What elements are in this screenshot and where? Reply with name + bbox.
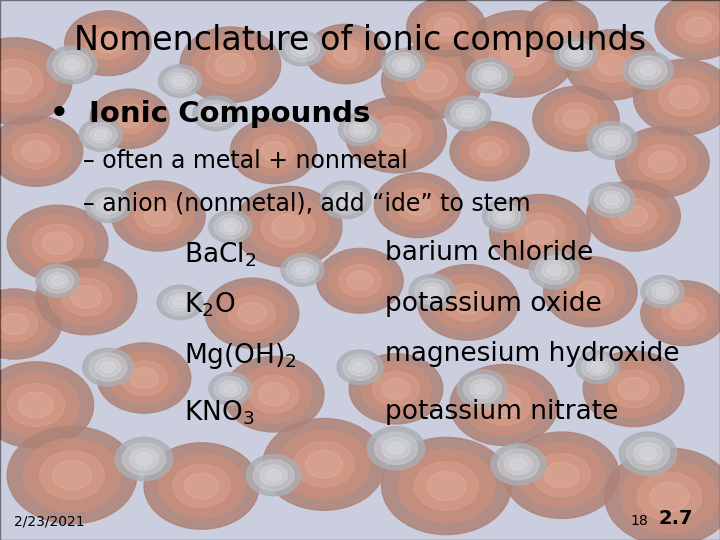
Circle shape	[101, 362, 115, 373]
Circle shape	[659, 78, 709, 116]
Circle shape	[83, 348, 133, 386]
Circle shape	[467, 58, 513, 93]
Circle shape	[42, 269, 74, 293]
Circle shape	[453, 291, 483, 314]
Circle shape	[426, 12, 467, 42]
Circle shape	[544, 256, 637, 327]
Circle shape	[130, 367, 158, 389]
Circle shape	[144, 443, 259, 529]
Circle shape	[482, 200, 526, 232]
Circle shape	[0, 68, 32, 94]
Circle shape	[344, 118, 376, 141]
Text: KNO$_3$: KNO$_3$	[184, 399, 254, 427]
Circle shape	[361, 362, 431, 415]
Circle shape	[656, 287, 669, 296]
Circle shape	[327, 186, 364, 214]
Circle shape	[373, 372, 419, 406]
Circle shape	[461, 108, 475, 119]
Circle shape	[346, 97, 446, 173]
Circle shape	[100, 97, 159, 141]
Circle shape	[382, 437, 410, 459]
Circle shape	[464, 375, 544, 435]
Circle shape	[570, 49, 582, 59]
Circle shape	[526, 0, 598, 54]
Circle shape	[599, 131, 625, 150]
Circle shape	[374, 432, 418, 464]
Circle shape	[287, 258, 318, 282]
Circle shape	[529, 251, 580, 289]
Circle shape	[0, 116, 83, 186]
Circle shape	[427, 471, 466, 501]
Circle shape	[248, 375, 299, 413]
Circle shape	[587, 122, 637, 159]
Circle shape	[101, 200, 115, 211]
Circle shape	[576, 351, 619, 383]
Circle shape	[600, 191, 624, 208]
Circle shape	[90, 127, 112, 143]
Circle shape	[333, 190, 359, 209]
Circle shape	[381, 124, 411, 146]
Circle shape	[397, 60, 410, 70]
Circle shape	[121, 361, 167, 395]
Circle shape	[118, 110, 142, 128]
Circle shape	[168, 294, 192, 311]
Circle shape	[405, 195, 431, 215]
Circle shape	[349, 354, 443, 424]
Circle shape	[22, 140, 50, 162]
Circle shape	[65, 11, 151, 76]
Circle shape	[209, 373, 252, 405]
Circle shape	[515, 213, 565, 251]
Circle shape	[554, 38, 598, 70]
Circle shape	[475, 22, 562, 86]
Text: – anion (nonmetal), add “ide” to stem: – anion (nonmetal), add “ide” to stem	[83, 192, 531, 215]
Circle shape	[1, 313, 29, 334]
Circle shape	[541, 261, 567, 280]
Circle shape	[478, 67, 501, 84]
Circle shape	[260, 465, 287, 485]
Circle shape	[626, 437, 670, 470]
Circle shape	[407, 62, 457, 100]
Circle shape	[294, 442, 355, 487]
Circle shape	[90, 89, 169, 148]
Circle shape	[536, 256, 573, 284]
Circle shape	[472, 63, 507, 89]
Circle shape	[338, 194, 353, 206]
Circle shape	[248, 197, 328, 257]
Circle shape	[348, 359, 372, 376]
Circle shape	[123, 190, 194, 242]
Circle shape	[652, 284, 673, 300]
Circle shape	[417, 70, 447, 92]
Circle shape	[135, 198, 181, 233]
Circle shape	[209, 211, 252, 243]
Circle shape	[204, 105, 228, 122]
Circle shape	[359, 106, 434, 163]
Circle shape	[666, 3, 720, 51]
Circle shape	[163, 289, 197, 315]
Circle shape	[669, 86, 699, 109]
Circle shape	[217, 287, 287, 340]
Circle shape	[409, 274, 455, 309]
Circle shape	[0, 38, 72, 124]
Circle shape	[503, 204, 577, 261]
Circle shape	[534, 6, 589, 47]
Circle shape	[639, 447, 657, 460]
Circle shape	[596, 361, 671, 417]
Circle shape	[498, 211, 510, 221]
Circle shape	[387, 53, 419, 77]
Circle shape	[292, 262, 313, 278]
Text: 2/23/2021: 2/23/2021	[14, 514, 85, 528]
Circle shape	[451, 100, 485, 126]
Circle shape	[611, 198, 657, 233]
Circle shape	[173, 297, 187, 308]
Circle shape	[164, 69, 196, 93]
Circle shape	[0, 59, 43, 103]
Circle shape	[652, 289, 716, 338]
Circle shape	[634, 443, 662, 464]
Circle shape	[173, 464, 230, 508]
Circle shape	[85, 123, 117, 147]
Circle shape	[367, 427, 425, 470]
Circle shape	[385, 181, 450, 230]
Circle shape	[115, 437, 173, 481]
Circle shape	[591, 362, 604, 372]
